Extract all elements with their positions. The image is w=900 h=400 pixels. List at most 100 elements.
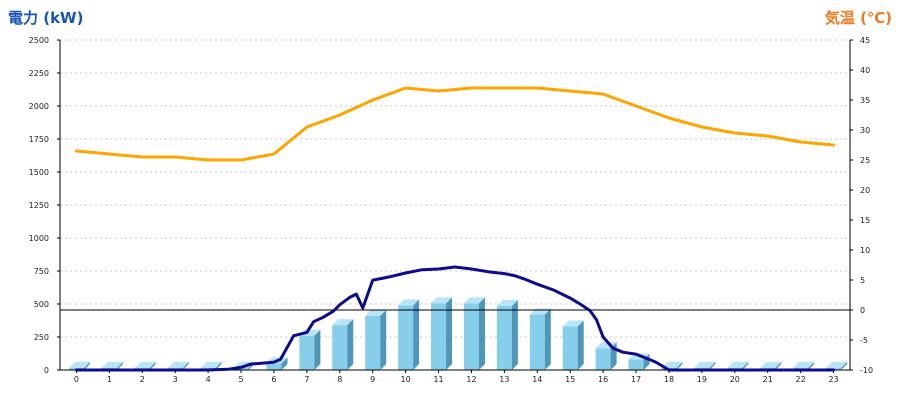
power-bar-top (793, 362, 815, 369)
power-bar-side (116, 362, 123, 370)
x-tick-label: 0 (74, 375, 79, 384)
temperature-line (75, 86, 835, 162)
power-bar (595, 348, 611, 370)
power-bar-side (380, 309, 387, 370)
power-bar-top (365, 309, 387, 316)
power-bars (68, 297, 848, 370)
right-tick-label: -5 (860, 336, 868, 345)
power-bar-top (431, 297, 453, 304)
x-tick-label: 21 (763, 375, 773, 384)
power-bar-top (167, 362, 189, 369)
power-bar-top (134, 362, 156, 369)
left-axis-title: 電力 (kW) (8, 9, 84, 27)
power-bar-top (694, 362, 716, 369)
right-tick-label: 40 (860, 66, 870, 75)
right-tick-label: 10 (860, 246, 870, 255)
power-bar (233, 368, 249, 370)
x-tick-label: 17 (631, 375, 641, 384)
power-bar (398, 305, 414, 370)
power-bar-top (826, 362, 848, 369)
x-tick-label: 9 (370, 375, 375, 384)
power-bar-side (215, 362, 222, 370)
power-bar (562, 326, 578, 370)
power-bar-side (577, 320, 584, 370)
left-tick-label: 500 (34, 300, 49, 309)
power-bar (266, 363, 282, 370)
right-tick-label: 20 (860, 186, 870, 195)
power-bar-top (727, 362, 749, 369)
power-bar-top (463, 297, 485, 304)
right-tick-label: 25 (860, 156, 870, 165)
power-bar-top (496, 299, 518, 306)
left-tick-label: 0 (44, 366, 49, 375)
power-bar (529, 314, 545, 370)
right-tick-label: -10 (860, 366, 873, 375)
x-tick-label: 2 (140, 375, 145, 384)
power-bar-side (742, 362, 749, 370)
power-bar-side (446, 297, 453, 370)
right-tick-label: 0 (860, 306, 865, 315)
x-tick-label: 3 (173, 375, 178, 384)
power-bar-top (760, 362, 782, 369)
x-tick-label: 19 (697, 375, 707, 384)
power-bar (463, 303, 479, 370)
left-tick-label: 1750 (29, 135, 49, 144)
power-bar-top (398, 299, 420, 306)
x-tick-label: 6 (271, 375, 276, 384)
power-bar-side (281, 357, 288, 370)
right-tick-label: 30 (860, 126, 870, 135)
right-tick-label: 45 (860, 36, 870, 45)
x-tick-label: 14 (532, 375, 542, 384)
power-bar-side (413, 299, 420, 370)
x-tick-label: 12 (466, 375, 476, 384)
power-bar-side (841, 362, 848, 370)
power-bar-side (83, 362, 90, 370)
x-tick-label: 1 (107, 375, 112, 384)
power-bar-side (347, 319, 354, 370)
power-bar-side (478, 297, 485, 370)
x-tick-label: 13 (499, 375, 509, 384)
left-tick-label: 750 (34, 267, 49, 276)
power-line (75, 265, 835, 372)
power-bar-side (676, 362, 683, 370)
power-bar-side (314, 329, 321, 370)
grid (60, 39, 850, 338)
power-bar-top (101, 362, 123, 369)
x-tick-label: 15 (565, 375, 575, 384)
x-tick-label: 11 (433, 375, 443, 384)
left-tick-label: 2500 (29, 36, 49, 45)
x-tick-label: 22 (796, 375, 806, 384)
power-bar (628, 359, 644, 370)
power-bar-side (808, 362, 815, 370)
right-tick-label: 5 (860, 276, 865, 285)
x-tick-label: 23 (828, 375, 838, 384)
right-axis-title: 気温 (℃) (824, 9, 892, 27)
left-tick-label: 1250 (29, 201, 49, 210)
power-bar-side (544, 308, 551, 370)
left-tick-label: 1000 (29, 234, 49, 243)
power-bar-side (775, 362, 782, 370)
power-bar (332, 325, 348, 370)
tick-labels: 02505007501000125015001750200022502500-1… (29, 36, 873, 384)
power-bar (496, 305, 512, 370)
power-bar (299, 335, 315, 370)
x-tick-label: 8 (337, 375, 342, 384)
power-bar-side (709, 362, 716, 370)
left-tick-label: 250 (34, 333, 49, 342)
series-lines (75, 86, 835, 372)
power-bar-side (182, 362, 189, 370)
power-bar-side (149, 362, 156, 370)
power-bar-top (68, 362, 90, 369)
x-tick-label: 18 (664, 375, 674, 384)
right-tick-label: 15 (860, 216, 870, 225)
power-bar-top (332, 319, 354, 326)
left-tick-label: 2000 (29, 102, 49, 111)
x-tick-label: 7 (304, 375, 309, 384)
power-bar-top (661, 362, 683, 369)
x-tick-label: 20 (730, 375, 740, 384)
power-bar-top (200, 362, 222, 369)
x-tick-label: 10 (401, 375, 411, 384)
left-tick-label: 1500 (29, 168, 49, 177)
power-bar (431, 303, 447, 370)
